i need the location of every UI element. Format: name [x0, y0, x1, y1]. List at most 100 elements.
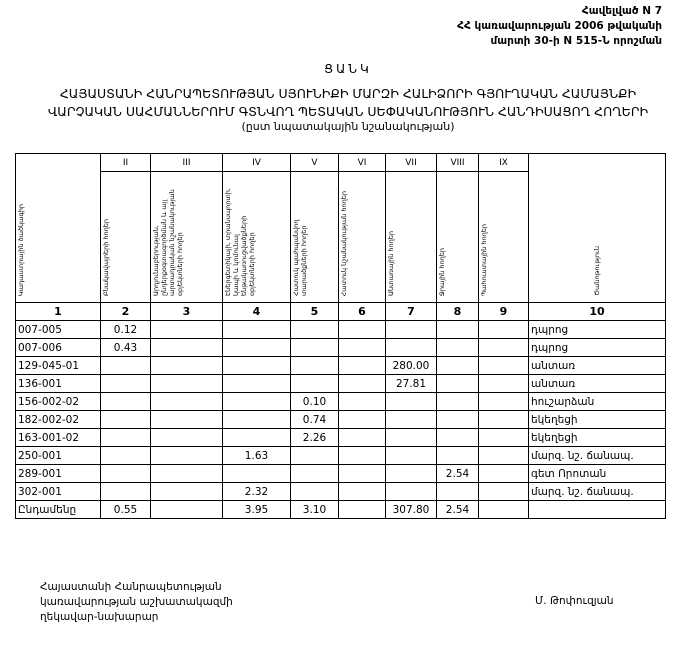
cadastral-code: 182-002-02	[15, 410, 101, 429]
column-number: 1	[15, 302, 101, 321]
total-row: Ընդամենը 0.55 3.95 3.10 307.80 2.54	[15, 500, 666, 519]
area-cell	[290, 338, 339, 357]
annex-line: Հավելված N 7	[581, 5, 662, 17]
document-title: ՑԱՆԿ	[324, 62, 372, 76]
cadastral-code: 007-006	[15, 338, 101, 357]
column-header-text: Ծանոթություն	[593, 246, 601, 296]
area-cell	[100, 446, 151, 465]
table-row: 007-005 0.12 դպրոց	[15, 320, 666, 339]
column-number: 5	[290, 302, 339, 321]
total-cell: 3.95	[222, 500, 291, 519]
column-header: Արդյունաբերության, ընդերքօգտագործման և ա…	[150, 171, 223, 303]
area-cell	[290, 482, 339, 501]
heading-line-1: ՀԱՅԱՍՏԱՆԻ ՀԱՆՐԱՊԵՏՈՒԹՅԱՆ ՍՅՈՒՆԻՔԻ ՄԱՐԶԻ …	[59, 86, 637, 101]
area-cell	[290, 320, 339, 339]
area-cell: 1.63	[222, 446, 291, 465]
area-cell	[436, 428, 479, 447]
roman-numeral: IX	[478, 153, 529, 172]
area-cell	[150, 464, 223, 483]
area-cell	[100, 356, 151, 375]
column-number: 9	[478, 302, 529, 321]
area-cell	[100, 482, 151, 501]
table-row: 163-001-02 2.26 եկեղեցի	[15, 428, 666, 447]
column-header-text: Կադաստրային ծածկագիր	[17, 203, 25, 296]
column-number: 10	[528, 302, 666, 321]
column-header: Հատուկ նշանակության հողեր	[338, 171, 386, 303]
table-row: 007-006 0.43 դպրոց	[15, 338, 666, 357]
table-row: 289-001 2.54 գետ Որոտան	[15, 464, 666, 483]
total-cell	[478, 500, 529, 519]
note-cell: գետ Որոտան	[528, 464, 666, 483]
note-cell: դպրոց	[528, 320, 666, 339]
footer-line: Հայաստանի Հանրապետության	[40, 581, 222, 593]
note-cell: մարզ. նշ. ճանապ.	[528, 446, 666, 465]
area-cell	[290, 356, 339, 375]
area-cell	[436, 320, 479, 339]
table-row: 302-001 2.32 մարզ. նշ. ճանապ.	[15, 482, 666, 501]
area-cell	[338, 428, 386, 447]
area-cell	[150, 446, 223, 465]
area-cell	[478, 464, 529, 483]
table-row: 250-001 1.63 մարզ. նշ. ճանապ.	[15, 446, 666, 465]
cadastral-code: 136-001	[15, 374, 101, 393]
area-cell	[222, 428, 291, 447]
area-cell	[478, 410, 529, 429]
annex-line: մարտի 30-ի N 515-Ն որոշման	[490, 35, 662, 47]
cadastral-code: 007-005	[15, 320, 101, 339]
area-cell	[385, 392, 437, 411]
area-cell: 2.32	[222, 482, 291, 501]
area-cell	[478, 374, 529, 393]
column-number: 6	[338, 302, 386, 321]
area-cell	[385, 428, 437, 447]
column-header: Հատուկ պահպանվող տարածքների հողեր	[290, 171, 339, 303]
area-cell	[150, 410, 223, 429]
area-cell	[100, 374, 151, 393]
area-cell	[338, 482, 386, 501]
area-cell	[436, 374, 479, 393]
area-cell	[338, 446, 386, 465]
footer-position: Հայաստանի Հանրապետության կառավարության ա…	[40, 580, 233, 625]
area-cell	[150, 482, 223, 501]
signatory-name: Մ. Թոփուզյան	[535, 595, 614, 607]
area-cell	[478, 446, 529, 465]
note-cell: եկեղեցի	[528, 428, 666, 447]
roman-numeral: V	[290, 153, 339, 172]
table-row: 136-001 27.81 անտառ	[15, 374, 666, 393]
area-cell	[338, 356, 386, 375]
area-cell	[338, 320, 386, 339]
area-cell	[100, 428, 151, 447]
area-cell	[100, 410, 151, 429]
column-header: Ծանոթություն	[528, 153, 666, 303]
note-cell: հուշարձան	[528, 392, 666, 411]
cadastral-code: 250-001	[15, 446, 101, 465]
area-cell: 0.12	[100, 320, 151, 339]
column-number: 8	[436, 302, 479, 321]
column-header-text: Հատուկ պահպանվող տարածքների հողեր	[292, 219, 308, 296]
area-cell	[100, 464, 151, 483]
total-cell: 2.54	[436, 500, 479, 519]
area-cell	[338, 374, 386, 393]
area-cell	[478, 320, 529, 339]
column-header: Էներգետիկայի, տրանսպորտի, կապի և կոմունա…	[222, 171, 291, 303]
area-cell	[385, 464, 437, 483]
area-cell	[150, 338, 223, 357]
heading-line-2: ՎԱՐՉԱԿԱՆ ՍԱՀՄԱՆՆԵՐՈՒՄ ԳՏՆՎՈՂ ՊԵՏԱԿԱՆ ՍԵՓ…	[47, 104, 649, 119]
annex-line: ՀՀ կառավարության 2006 թվականի	[457, 20, 662, 32]
column-header: Պահուստային հողեր	[478, 171, 529, 303]
column-header: Ջրային հողեր	[436, 171, 479, 303]
area-cell: 0.10	[290, 392, 339, 411]
area-cell	[290, 374, 339, 393]
area-cell: 2.26	[290, 428, 339, 447]
column-header: Անտառային հողեր	[385, 171, 437, 303]
area-cell	[385, 320, 437, 339]
roman-numeral: II	[100, 153, 151, 172]
cadastral-code: 289-001	[15, 464, 101, 483]
area-cell	[150, 320, 223, 339]
area-cell: 280.00	[385, 356, 437, 375]
total-cell	[528, 500, 666, 519]
column-header: Բնակավայրերի հողեր	[100, 171, 151, 303]
cadastral-code: 163-001-02	[15, 428, 101, 447]
area-cell	[478, 428, 529, 447]
area-cell	[436, 446, 479, 465]
